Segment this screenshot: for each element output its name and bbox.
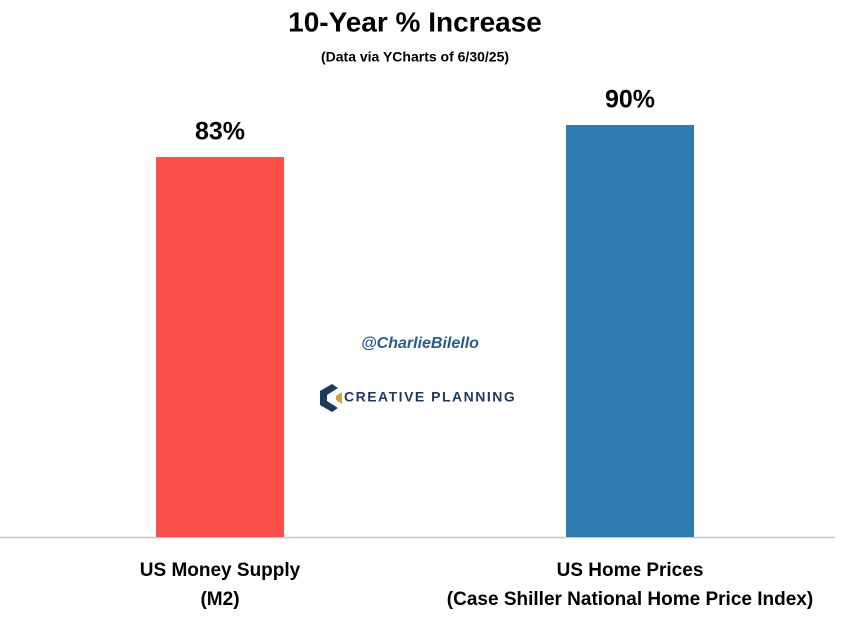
x-tick-label: (M2) (200, 589, 239, 610)
bar (156, 157, 284, 538)
bar (566, 125, 694, 537)
value-label: 90% (605, 86, 655, 114)
watermark-handle: @CharlieBilello (361, 335, 479, 352)
watermark-brand: CREATIVE PLANNING (344, 389, 516, 405)
chart-title: 10-Year % Increase (288, 6, 542, 37)
x-tick-label: US Home Prices (557, 560, 704, 581)
logo (320, 384, 342, 412)
x-tick-label: (Case Shiller National Home Price Index) (447, 589, 813, 610)
x-tick-label: US Money Supply (140, 560, 301, 581)
logo-mark (320, 384, 338, 412)
logo-accent (336, 392, 342, 404)
chart-subtitle: (Data via YCharts of 6/30/25) (321, 49, 509, 65)
value-label: 83% (195, 118, 245, 146)
